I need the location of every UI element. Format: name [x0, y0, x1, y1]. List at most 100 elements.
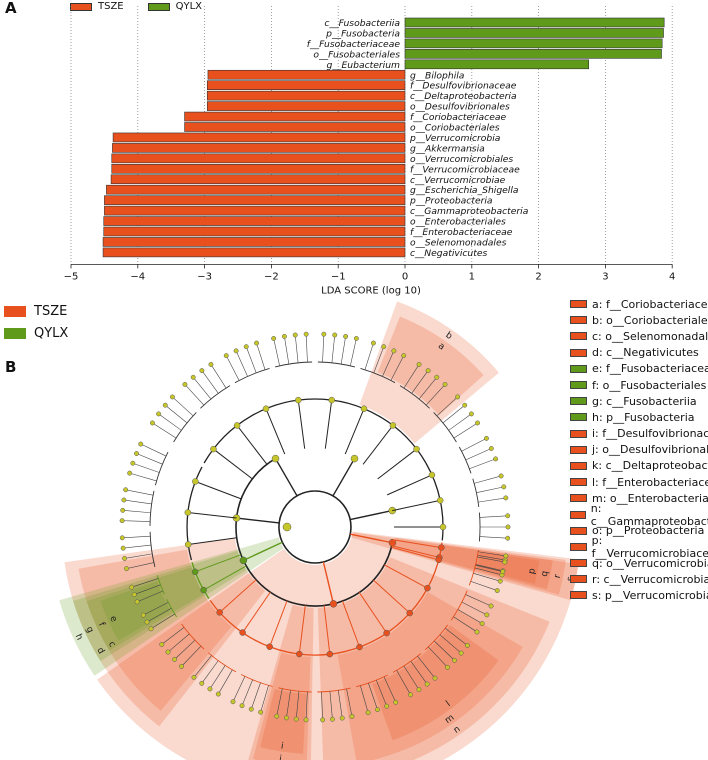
tree-branch: [131, 578, 159, 588]
tree-branch: [188, 537, 237, 545]
tree-node: [295, 396, 302, 404]
tree-leaf: [165, 649, 171, 655]
tree-node: [388, 539, 397, 547]
tree-leaf: [130, 460, 136, 466]
tree-node: [436, 554, 443, 561]
tree-leaf: [191, 674, 197, 680]
lda-bar-label: f__Coriobacteriaceae: [410, 112, 506, 123]
tree-leaf: [179, 663, 184, 669]
tree-node: [216, 609, 223, 616]
tree-leaf: [243, 344, 249, 350]
legend-text: o: p__Proteobacteria: [592, 524, 705, 538]
tree-branch: [470, 581, 498, 591]
tree-leaf: [381, 344, 387, 350]
tree-branch: [479, 515, 508, 518]
tree-branch: [442, 404, 465, 424]
tree-branch: [195, 481, 242, 500]
tree-leaf: [283, 715, 289, 721]
tree-node: [406, 609, 413, 617]
tree-leaf: [499, 572, 505, 578]
tree-leaf: [384, 703, 390, 709]
tree-branch: [411, 370, 429, 394]
tree-node: [210, 445, 217, 453]
tree-branch: [174, 639, 196, 660]
clade-highlight: [100, 581, 171, 641]
tree-branch: [417, 656, 436, 679]
tree-node: [192, 478, 199, 485]
tree-branch: [390, 355, 405, 381]
clade-letter-l: l: [445, 700, 453, 710]
tree-branch: [125, 489, 154, 496]
tree-branch: [203, 398, 316, 464]
tree-leaf: [365, 710, 371, 716]
clade-highlight: [377, 316, 484, 416]
x-tick-label: −2: [264, 271, 279, 282]
lda-bar-label: o__Selenomonadales: [410, 237, 507, 248]
tree-branch: [184, 384, 205, 406]
tree-branch: [123, 544, 152, 549]
tree-branch: [392, 499, 441, 512]
tree-branch: [473, 562, 477, 570]
tree-branch: [305, 334, 308, 363]
tree-leaf: [134, 599, 140, 605]
tree-branch: [418, 377, 438, 400]
tree-branch: [193, 655, 212, 678]
tree-branch: [474, 475, 502, 484]
tree-branch: [461, 601, 487, 616]
clade-highlight: [440, 545, 553, 590]
tree-node: [439, 523, 447, 531]
tree-leaf: [475, 420, 480, 426]
tree-branch: [122, 520, 151, 522]
tree-leaf: [502, 557, 508, 563]
tree-branch: [322, 334, 325, 363]
tree-leaf: [488, 603, 494, 609]
tree-node: [436, 497, 444, 504]
legend-swatch: [570, 575, 587, 584]
legend-swatch: [570, 397, 587, 406]
tree-branch: [209, 665, 226, 690]
tree-branch: [472, 478, 480, 507]
legend-text: f: o__Fusobacteriales: [592, 378, 707, 392]
tree-leaf: [134, 451, 139, 456]
tree-branch: [123, 499, 152, 505]
tree-branch: [346, 688, 353, 717]
lda-bar-label: c__Gammaproteobacteria: [410, 206, 529, 217]
tree-branch: [475, 564, 503, 572]
tree-leaf: [501, 484, 507, 490]
tree-leaf: [408, 692, 413, 698]
tree-node: [232, 514, 241, 522]
tree-branch: [129, 472, 157, 482]
tree-leaf: [207, 686, 213, 692]
legend-text: b: o__Coriobacteriales: [592, 313, 708, 327]
legend-swatch-tsze: [70, 2, 92, 11]
lda-bar: [103, 226, 406, 237]
tree-branch: [465, 448, 492, 461]
cladogram-legend-item: b: o__Coriobacteriales: [570, 312, 708, 328]
clade-highlight: [252, 652, 311, 760]
tree-branch: [377, 448, 417, 480]
tree-node: [383, 629, 390, 637]
tree-branch: [278, 490, 352, 564]
lda-bar-label: o__Fusobacteriales: [313, 49, 400, 60]
clade-letter-a: a: [436, 341, 446, 352]
tree-branch: [350, 533, 393, 544]
legend-text: a: f__Coriobacteriaceae: [592, 297, 708, 311]
clade-highlight: [73, 550, 247, 662]
tree-branch: [478, 551, 506, 557]
tree-branch: [276, 688, 283, 717]
tree-branch: [391, 546, 439, 561]
tree-leaf: [233, 348, 239, 354]
tree-node: [184, 541, 192, 548]
tree-branch: [383, 676, 397, 703]
lda-bar-label: p__Fusobacteria: [325, 28, 400, 39]
tree-leaf: [339, 715, 345, 721]
tree-branch: [161, 627, 185, 645]
tree-leaf: [424, 681, 430, 687]
tree-node: [438, 544, 445, 551]
cladogram-legend-item: m: o__Enterobacteriales: [570, 490, 708, 506]
lda-bar: [106, 184, 406, 195]
group-label-qylx: QYLX: [34, 325, 69, 341]
cladogram-legend-item: h: p__Fusobacteria: [570, 409, 708, 425]
lda-bar-label: o__Coriobacteriales: [410, 123, 500, 134]
tree-leaf: [120, 507, 126, 513]
